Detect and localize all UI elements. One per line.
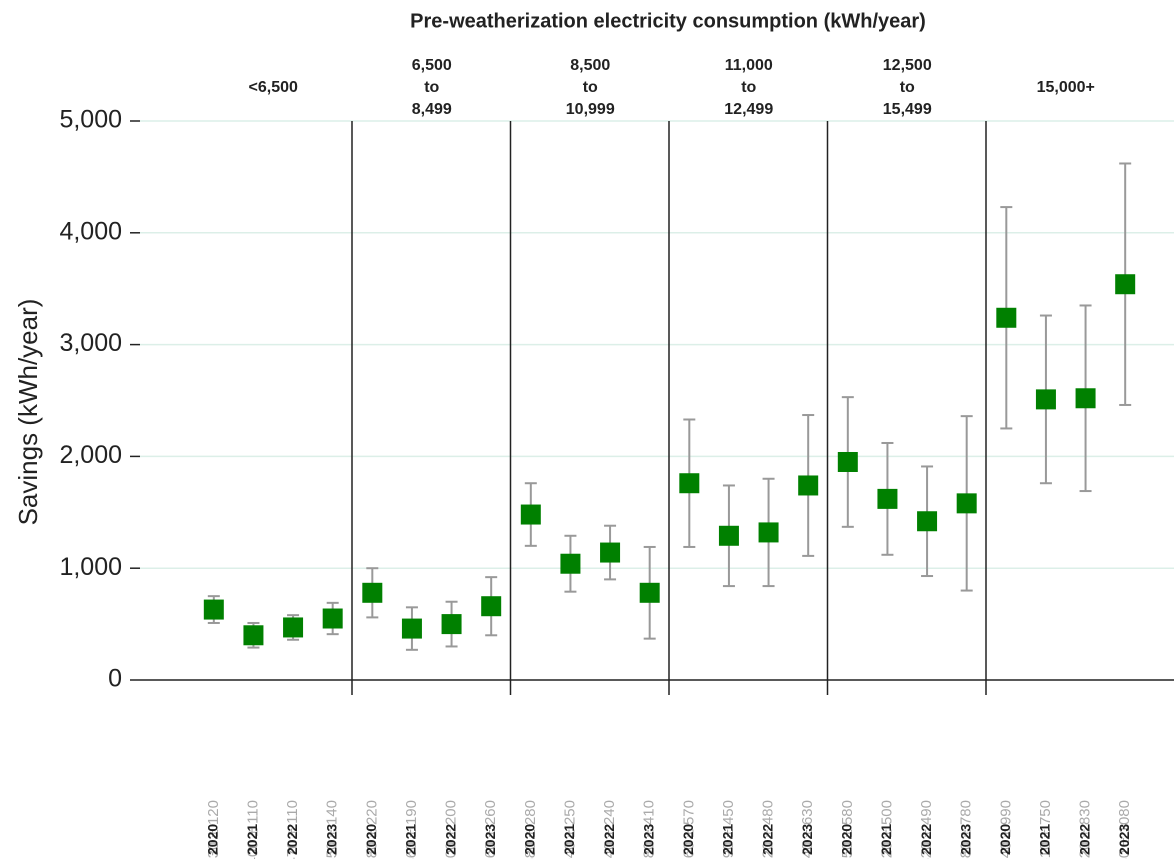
- x-tick-label: 2023: [957, 824, 973, 855]
- value-label: 780 ± 410: [641, 800, 658, 859]
- group-label: 12,500: [883, 57, 932, 74]
- group-label: to: [741, 79, 756, 96]
- value-label: 660 ± 260: [482, 800, 499, 859]
- y-tick-label: 0: [108, 665, 122, 693]
- group-label: to: [424, 79, 439, 96]
- marker: [203, 599, 224, 620]
- value-label: 2,520 ± 830: [1077, 800, 1094, 859]
- marker: [362, 582, 383, 603]
- marker: [798, 475, 819, 496]
- value-label: 460 ± 190: [403, 800, 420, 859]
- value-label: 1,620 ± 500: [878, 800, 895, 859]
- marker: [520, 504, 541, 525]
- marker: [322, 608, 343, 629]
- marker: [718, 525, 739, 546]
- x-tick-label: 2021: [878, 824, 894, 855]
- marker: [441, 614, 462, 635]
- x-tick-label: 2020: [522, 824, 538, 855]
- value-label: 1,140 ± 240: [601, 800, 618, 859]
- x-tick-label: 2020: [997, 824, 1013, 855]
- x-tick-label: 2022: [601, 824, 617, 855]
- value-label: 550 ± 140: [324, 800, 341, 859]
- group-label: 15,499: [883, 101, 932, 118]
- x-tick-label: 2022: [1076, 824, 1092, 855]
- y-axis-label: Savings (kWh/year): [13, 299, 43, 526]
- x-tick-label: 2023: [1116, 824, 1132, 855]
- value-label: 1,290 ± 450: [720, 800, 737, 859]
- y-tick-label: 2,000: [59, 441, 122, 469]
- group-label: 15,000+: [1037, 79, 1095, 96]
- x-tick-label: 2020: [839, 824, 855, 855]
- marker: [600, 542, 621, 563]
- marker: [283, 617, 304, 638]
- y-tick-label: 5,000: [59, 106, 122, 134]
- value-label: 1,420 ± 490: [918, 800, 935, 859]
- y-tick-label: 1,000: [59, 553, 122, 581]
- x-tick-label: 2020: [363, 824, 379, 855]
- group-label: to: [583, 79, 598, 96]
- marker: [917, 511, 938, 532]
- marker: [401, 618, 422, 639]
- x-tick-label: 2022: [442, 824, 458, 855]
- y-tick-label: 3,000: [59, 329, 122, 357]
- value-label: 500 ± 200: [443, 800, 460, 859]
- value-label: 630 ± 120: [205, 800, 222, 859]
- value-label: 470 ± 110: [284, 800, 301, 859]
- marker: [243, 625, 264, 646]
- group-label: <6,500: [249, 79, 298, 96]
- x-tick-label: 2021: [561, 824, 577, 855]
- x-tick-label: 2021: [403, 824, 419, 855]
- marker: [1115, 274, 1136, 295]
- x-tick-label: 2022: [284, 824, 300, 855]
- value-label: 1,760 ± 570: [680, 800, 697, 859]
- value-label: 1,740 ± 630: [799, 800, 816, 859]
- x-tick-label: 2023: [799, 824, 815, 855]
- marker: [837, 451, 858, 472]
- x-tick-label: 2020: [680, 824, 696, 855]
- group-label: 8,499: [412, 101, 452, 118]
- group-label: 6,500: [412, 57, 452, 74]
- marker: [481, 596, 502, 617]
- chart-title: Pre-weatherization electricity consumpti…: [410, 10, 926, 32]
- x-tick-label: 2023: [482, 824, 498, 855]
- marker: [956, 493, 977, 514]
- value-label: 1,580 ± 780: [958, 800, 975, 859]
- marker: [1075, 388, 1096, 409]
- marker: [639, 582, 660, 603]
- value-label: 780 ± 220: [363, 800, 380, 859]
- group-label: 11,000: [725, 57, 773, 74]
- group-label: 10,999: [566, 101, 615, 118]
- marker: [758, 522, 779, 543]
- marker: [877, 488, 898, 509]
- group-label: 8,500: [570, 57, 610, 74]
- x-tick-label: 2020: [205, 824, 221, 855]
- value-label: 400 ± 110: [244, 800, 261, 859]
- marker: [560, 553, 581, 574]
- marker: [1035, 389, 1056, 410]
- group-label: 12,499: [724, 101, 773, 118]
- x-tick-label: 2023: [640, 824, 656, 855]
- value-label: 1,040 ± 250: [561, 800, 578, 859]
- value-label: 1,950 ± 580: [839, 800, 856, 859]
- x-tick-label: 2023: [323, 824, 339, 855]
- value-label: 1,320 ± 480: [760, 800, 777, 859]
- x-tick-label: 2022: [918, 824, 934, 855]
- x-tick-label: 2021: [1037, 824, 1053, 855]
- value-label: 2,510 ± 750: [1037, 800, 1054, 859]
- marker: [679, 473, 700, 494]
- value-label: 1,480 ± 280: [522, 800, 539, 859]
- x-tick-label: 2021: [244, 824, 260, 855]
- group-label: to: [900, 79, 915, 96]
- marker: [996, 307, 1017, 328]
- value-label: 3,240 ± 990: [997, 800, 1014, 859]
- value-label: 3,540 ± 1080: [1116, 800, 1133, 859]
- y-tick-label: 4,000: [59, 217, 122, 245]
- x-tick-label: 2022: [759, 824, 775, 855]
- x-tick-label: 2021: [720, 824, 736, 855]
